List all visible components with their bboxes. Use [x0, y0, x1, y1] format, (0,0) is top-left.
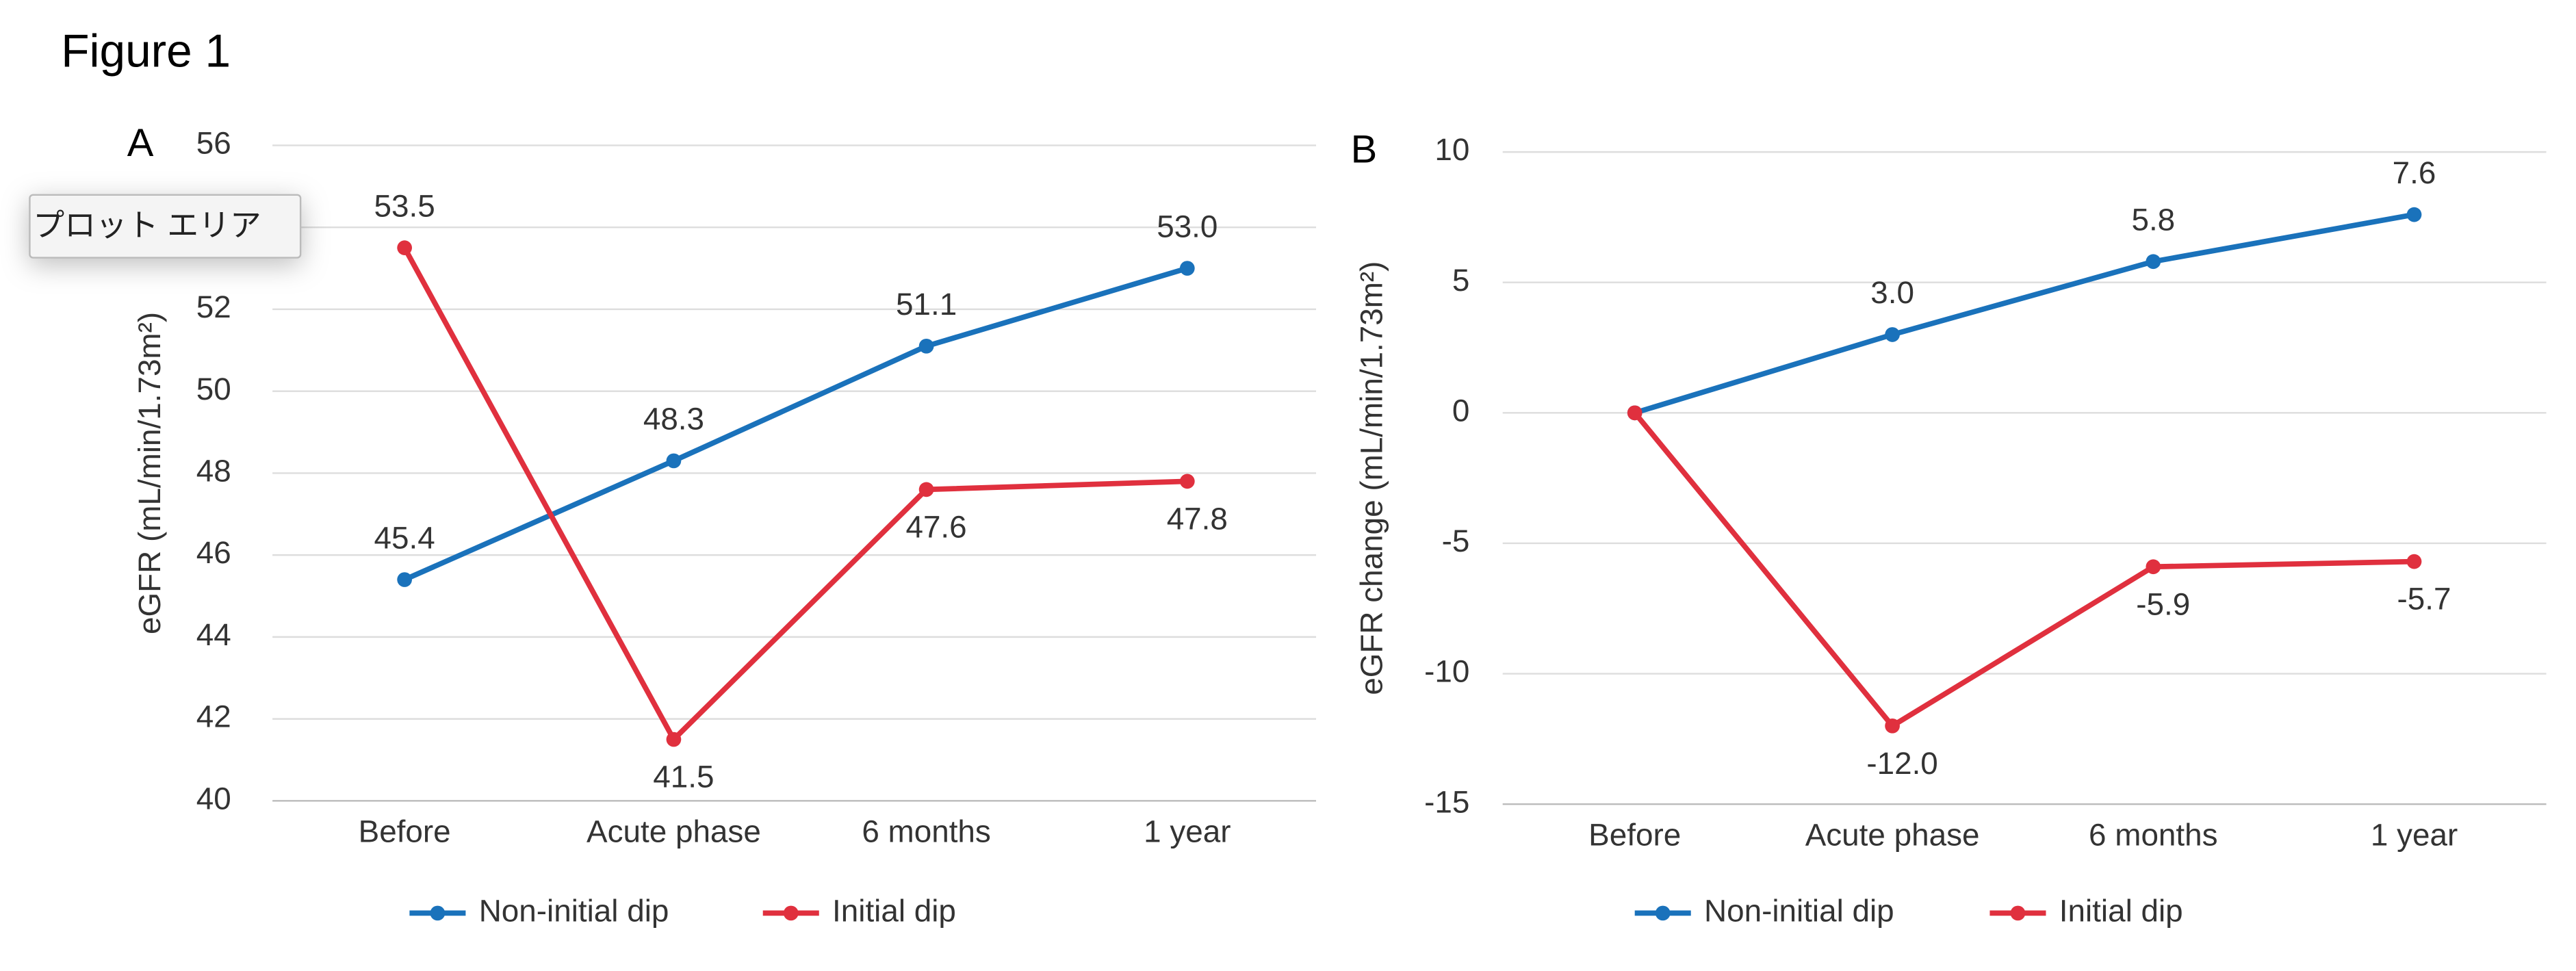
legend-marker — [1655, 905, 1671, 921]
tooltip-text: プロット エリア — [33, 208, 261, 243]
data-label: -5.7 — [2397, 582, 2451, 617]
y-tick-label: -5 — [1442, 523, 1470, 558]
data-point — [1179, 474, 1195, 489]
data-label: 53.0 — [1157, 209, 1218, 244]
y-tick-label: 48 — [196, 454, 231, 489]
y-tick-label: -10 — [1424, 654, 1469, 689]
data-point — [2146, 559, 2161, 575]
figure-title: Figure 1 — [61, 26, 231, 77]
y-tick-label: -15 — [1424, 784, 1469, 819]
data-point — [1885, 327, 1900, 342]
data-point — [2406, 554, 2422, 569]
x-tick-label: Before — [1588, 818, 1681, 853]
data-point — [2406, 207, 2422, 222]
legend-marker — [783, 905, 799, 921]
series-line — [1634, 211, 2415, 416]
x-tick-label: 1 year — [1144, 814, 1231, 849]
data-point — [2146, 254, 2161, 270]
data-label: -12.0 — [1866, 746, 1937, 781]
legend-label: Non-initial dip — [1704, 894, 1894, 929]
data-label: 48.3 — [643, 402, 704, 437]
legend-label: Non-initial dip — [479, 894, 669, 929]
data-label: 45.4 — [374, 520, 435, 555]
x-tick-label: 6 months — [2089, 818, 2218, 853]
y-axis-label: eGFR change (mL/min/1.73m²) — [1354, 261, 1389, 695]
series-line — [403, 266, 1188, 582]
y-axis-label: eGFR (mL/min/1.73m²) — [132, 312, 167, 634]
y-tick-label: 10 — [1434, 132, 1469, 167]
data-point — [666, 453, 682, 469]
series-line — [402, 246, 1187, 744]
data-label: 53.5 — [374, 188, 435, 223]
legend-marker — [2010, 905, 2026, 921]
x-tick-label: 1 year — [2371, 818, 2458, 853]
legend-label: Initial dip — [832, 894, 956, 929]
legend-label: Initial dip — [2059, 894, 2183, 929]
panel-label: B — [1351, 127, 1378, 171]
data-label: 7.6 — [2393, 155, 2436, 190]
data-label: 41.5 — [653, 760, 714, 794]
data-point — [1179, 261, 1195, 276]
data-label: 51.1 — [896, 287, 957, 322]
x-tick-label: Acute phase — [1805, 818, 1980, 853]
data-label: 47.8 — [1167, 501, 1228, 536]
y-tick-label: 50 — [196, 372, 231, 406]
data-point — [918, 338, 934, 354]
tooltip-box — [29, 194, 302, 259]
y-tick-label: 44 — [196, 617, 231, 652]
data-point — [1627, 405, 1643, 421]
y-tick-label: 52 — [196, 289, 231, 324]
panel-label: A — [127, 121, 154, 165]
data-label: -5.9 — [2136, 586, 2190, 621]
x-tick-label: Acute phase — [587, 814, 761, 849]
y-tick-label: 5 — [1452, 263, 1470, 298]
data-point — [666, 732, 682, 747]
y-tick-label: 40 — [196, 781, 231, 816]
data-point — [918, 482, 934, 497]
y-tick-label: 42 — [196, 699, 231, 734]
data-point — [397, 240, 412, 255]
data-label: 3.0 — [1870, 275, 1914, 310]
data-point — [397, 572, 412, 587]
legend-marker — [430, 905, 446, 921]
x-tick-label: Before — [359, 814, 451, 849]
data-point — [1885, 718, 1900, 734]
y-tick-label: 56 — [196, 126, 231, 161]
data-label: 5.8 — [2131, 202, 2175, 237]
x-tick-label: 6 months — [862, 814, 991, 849]
series-line — [1632, 411, 2414, 729]
y-tick-label: 0 — [1452, 393, 1470, 428]
data-label: 47.6 — [905, 509, 966, 544]
y-tick-label: 46 — [196, 535, 231, 570]
